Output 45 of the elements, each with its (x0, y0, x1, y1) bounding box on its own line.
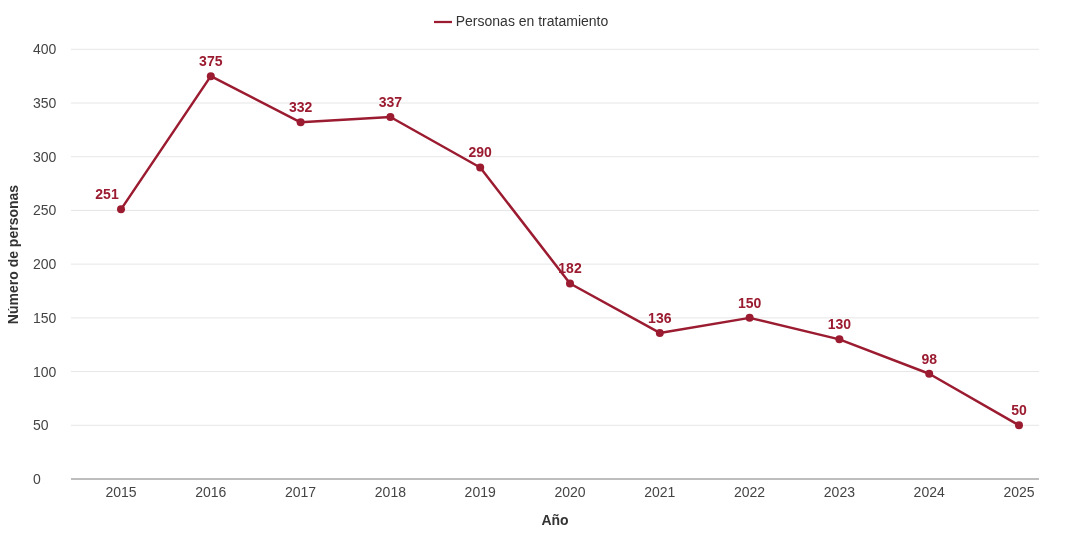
point (117, 205, 125, 214)
data-label: 182 (558, 260, 582, 277)
point (835, 335, 844, 344)
point (206, 72, 215, 81)
legend-label: Personas en tratamiento (455, 13, 609, 29)
y-tick-label: 50 (33, 417, 49, 434)
x-tick-label: 2023 (823, 483, 856, 500)
x-tick-label: 2021 (644, 483, 676, 500)
x-axis-title: Año (541, 512, 569, 528)
data-label: 337 (378, 93, 403, 110)
x-tick-label: 2024 (913, 483, 945, 500)
x-tick-label: 2018 (374, 483, 407, 500)
point (925, 369, 934, 378)
x-tick-label: 2017 (285, 483, 317, 500)
x-tick-label: 2016 (195, 483, 227, 500)
data-label: 98 (921, 350, 938, 367)
point (476, 163, 485, 172)
x-tick-label: 2019 (464, 483, 496, 500)
x-tick-label: 2015 (105, 483, 137, 500)
data-label: 251 (95, 186, 119, 203)
data-label: 50 (1011, 402, 1027, 419)
x-tick-label: 2025 (1003, 483, 1035, 500)
point (655, 328, 664, 337)
y-tick-label: 200 (33, 256, 57, 273)
data-label: 130 (827, 316, 852, 333)
data-label: 375 (199, 53, 223, 70)
point (386, 112, 395, 121)
x-tick-label: 2020 (554, 483, 586, 500)
data-label: 290 (468, 144, 493, 161)
y-tick-label: 0 (33, 470, 41, 487)
point (1015, 421, 1023, 430)
y-tick-label: 100 (33, 363, 57, 380)
y-tick-label: 400 (33, 41, 57, 58)
y-tick-label: 250 (33, 202, 57, 219)
y-tick-label: 150 (33, 309, 57, 326)
data-label: 332 (288, 99, 313, 116)
y-tick-label: 350 (33, 94, 57, 111)
y-axis-title: Número de personas (4, 184, 21, 325)
point (566, 279, 574, 288)
point (296, 118, 305, 127)
x-tick-label: 2022 (734, 483, 766, 500)
point (745, 313, 754, 322)
y-tick-label: 300 (33, 148, 57, 165)
data-label: 150 (737, 294, 762, 311)
data-label: 136 (648, 309, 672, 326)
